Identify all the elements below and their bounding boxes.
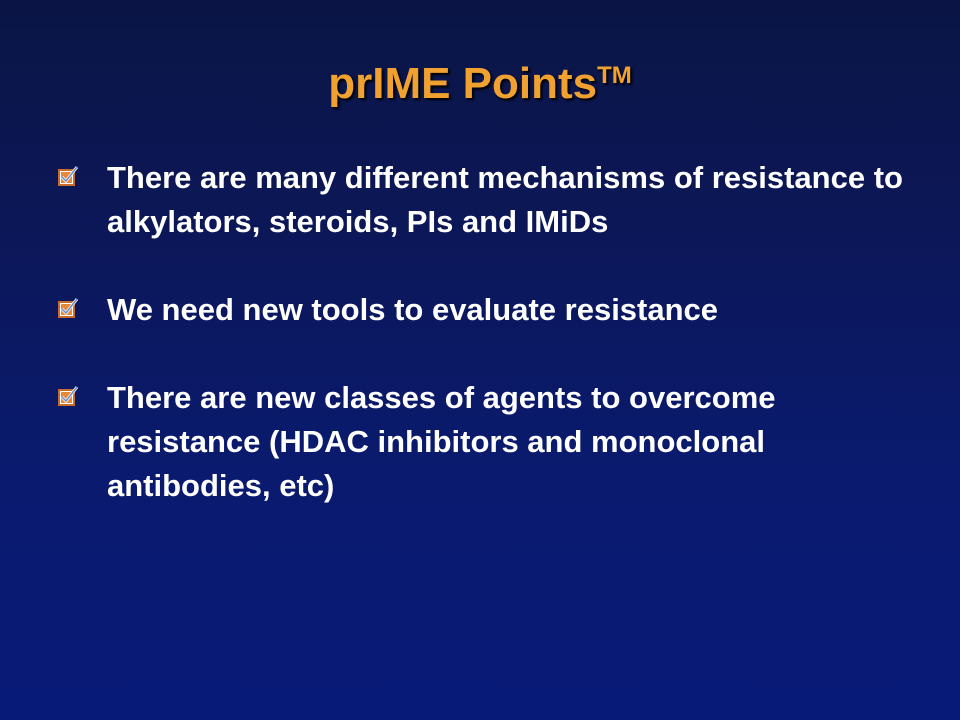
bullet-item: There are many different mechanisms of r…	[58, 156, 928, 244]
bullet-text: We need new tools to evaluate resistance	[107, 292, 719, 327]
checkbox-checked-icon	[58, 385, 80, 407]
slide-title-text: prIME Points	[328, 59, 598, 108]
checkbox-checked-icon	[58, 297, 80, 319]
bullet-item: We need new tools to evaluate resistance	[58, 288, 928, 332]
bullet-text: There are many different mechanisms of r…	[107, 160, 903, 239]
checkbox-checked-icon	[58, 165, 80, 187]
bullet-list: There are many different mechanisms of r…	[58, 156, 928, 508]
bullet-text: There are new classes of agents to overc…	[107, 380, 776, 503]
bullet-item: There are new classes of agents to overc…	[58, 376, 928, 508]
trademark-superscript: TM	[597, 62, 632, 89]
slide-title: prIME PointsTM	[0, 62, 960, 106]
